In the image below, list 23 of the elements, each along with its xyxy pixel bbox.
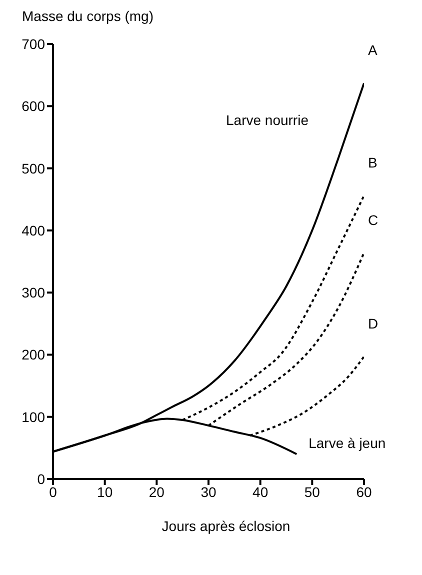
x-tick-label: 10 (97, 484, 113, 500)
x-tick-label: 40 (252, 484, 268, 500)
x-axis-title: Jours après éclosion (160, 518, 292, 534)
y-tick-label: 200 (22, 346, 46, 363)
y-axis-title: Masse du corps (mg) (21, 8, 154, 26)
y-tick-label: 700 (22, 36, 46, 52)
annotation: Larve nourrie (226, 112, 308, 128)
x-tick-label: 50 (304, 484, 320, 500)
series-label: C (368, 212, 378, 228)
series-label: Larve à jeun (308, 435, 386, 452)
x-tick-label: 0 (49, 484, 58, 500)
x-tick-label: 20 (148, 484, 165, 500)
y-tick-label: 400 (22, 222, 46, 238)
x-tick-label: 30 (200, 484, 216, 500)
y-tick-label: 600 (22, 98, 46, 114)
y-tick-label: 500 (22, 160, 46, 176)
y-tick-label: 100 (22, 408, 46, 425)
series-label: B (368, 154, 378, 171)
series-label: D (368, 316, 378, 332)
y-tick-label: 300 (22, 284, 46, 301)
y-tick-label: 0 (37, 470, 46, 487)
x-tick-label: 60 (356, 484, 372, 500)
series-label: A (368, 42, 378, 58)
